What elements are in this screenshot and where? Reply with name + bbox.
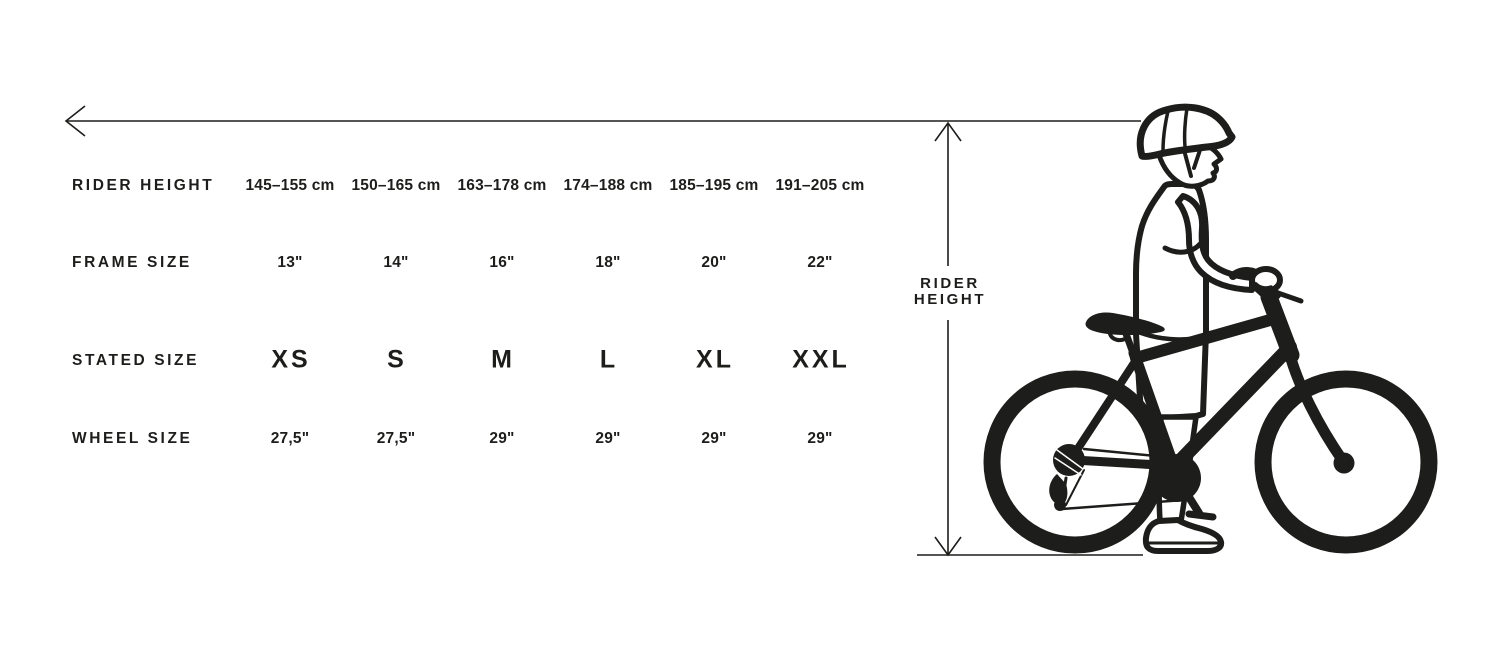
sleeve-hem-line (1162, 241, 1203, 255)
wheel-size-value: 27,5" (270, 430, 310, 447)
wheel-size-value: 29" (807, 430, 833, 447)
front-fork (1283, 346, 1349, 467)
left-arrowhead-icon (64, 105, 86, 137)
row-label-stated-size: STATED SIZE (72, 352, 200, 369)
frame-size-value: 18" (595, 254, 621, 271)
rider-height-value: 163–178 cm (457, 177, 547, 194)
wheel-size-value: 29" (701, 430, 727, 447)
dimension-label-line2: HEIGHT (913, 291, 987, 308)
wheel-size-value: 29" (595, 430, 621, 447)
stated-size-value: S (387, 345, 407, 374)
row-label-wheel-size: WHEEL SIZE (72, 430, 193, 447)
rider-height-value: 145–155 cm (245, 177, 335, 194)
frame-size-value: 13" (277, 254, 303, 271)
helmet-strap (1182, 145, 1203, 178)
rider-figure (1133, 103, 1255, 554)
chain-bottom (1060, 498, 1186, 511)
up-arrowhead-icon (934, 121, 962, 142)
rider-height-value: 191–205 cm (775, 177, 865, 194)
frame-size-value: 20" (701, 254, 727, 271)
cassette-detail (1054, 449, 1084, 476)
dimension-label-line1: RIDER (920, 275, 980, 292)
bar-end (1229, 272, 1237, 280)
helmet-vent-lines (1161, 106, 1189, 153)
saddle-clamp (1108, 332, 1129, 343)
rider-height-value: 150–165 cm (351, 177, 441, 194)
stated-size-value: XS (271, 345, 311, 374)
rider-height-value: 185–195 cm (669, 177, 759, 194)
rider-height-value: 174–188 cm (563, 177, 653, 194)
chain-wrap (1065, 469, 1085, 506)
frame-size-value: 14" (383, 254, 409, 271)
frame-size-value: 22" (807, 254, 833, 271)
head-tube (1260, 288, 1300, 364)
wheel-size-value: 29" (489, 430, 515, 447)
derailleur-pulley (1054, 499, 1066, 511)
crank-arm (1173, 474, 1203, 517)
wheel-size-value: 27,5" (376, 430, 416, 447)
stated-size-value: XXL (792, 345, 850, 374)
brake-lever (1275, 290, 1304, 304)
row-label-rider-height: RIDER HEIGHT (72, 177, 215, 194)
seat-stay (1069, 356, 1140, 460)
rider-height-dimension-label: RIDER HEIGHT (914, 276, 986, 308)
derailleur-cage (1060, 476, 1068, 507)
rider-hand (1249, 266, 1283, 294)
rider-arm (1175, 193, 1255, 293)
rider-height-dimension-arrows (64, 105, 1143, 557)
rider-shoe (1142, 517, 1225, 554)
saddle (1085, 312, 1165, 335)
front-wheel (1254, 370, 1438, 554)
stated-size-value: XL (696, 345, 734, 374)
row-label-frame-size: FRAME SIZE (72, 254, 192, 271)
frame-size-value: 16" (489, 254, 515, 271)
stated-size-value: L (599, 345, 619, 374)
top-tube (1130, 312, 1283, 364)
stated-size-value: M (491, 345, 515, 374)
bicycle (983, 267, 1438, 554)
down-tube (1170, 340, 1297, 471)
pedal (1185, 510, 1217, 521)
